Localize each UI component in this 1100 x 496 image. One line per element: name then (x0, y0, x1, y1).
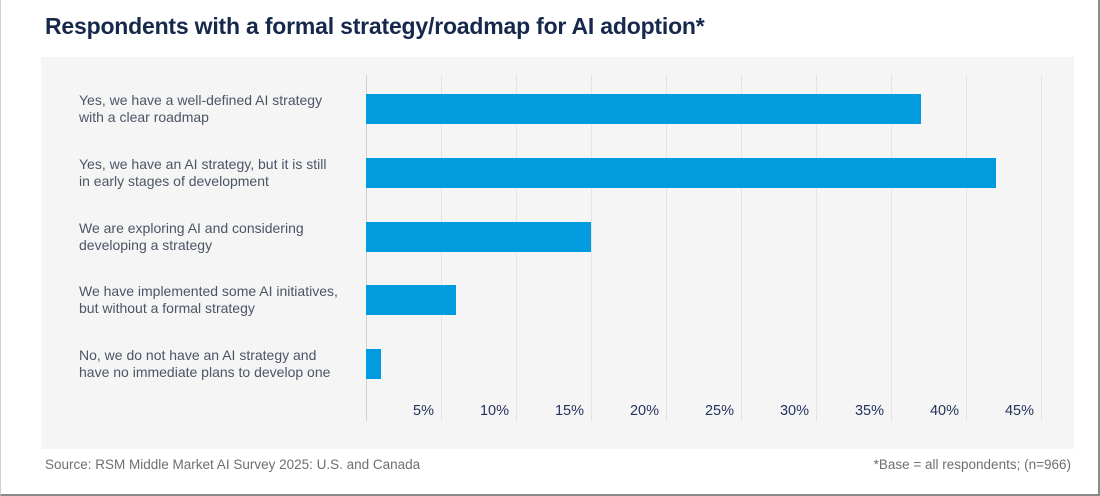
bar (366, 94, 921, 124)
x-tick-label: 35% (854, 403, 884, 419)
gridline (816, 75, 817, 421)
category-label: Yes, we have a well-defined AI strategy … (79, 92, 323, 125)
footer: Source: RSM Middle Market AI Survey 2025… (45, 457, 1071, 472)
bar (366, 158, 996, 188)
x-tick-label: 25% (704, 403, 734, 419)
x-tick-label: 30% (779, 403, 809, 419)
gridline (891, 75, 892, 421)
gridline (591, 75, 592, 421)
category-label: We are exploring AI and considering deve… (79, 220, 304, 253)
page-title: Respondents with a formal strategy/roadm… (45, 13, 705, 39)
gridline (1041, 75, 1042, 421)
gridline (741, 75, 742, 421)
bar (366, 349, 381, 379)
category-label: No, we do not have an AI strategy and ha… (79, 347, 331, 380)
bar-chart: Yes, we have a well-defined AI strategy … (41, 57, 1074, 449)
bar (366, 285, 456, 315)
x-tick-label: 15% (554, 403, 584, 419)
gridline (666, 75, 667, 421)
x-tick-label: 10% (479, 403, 509, 419)
category-label: We have implemented some AI initiatives,… (79, 283, 338, 316)
x-tick-label: 5% (413, 403, 434, 419)
source-note: Source: RSM Middle Market AI Survey 2025… (45, 457, 421, 472)
base-note: *Base = all respondents; (n=966) (873, 457, 1071, 472)
chart-panel: Yes, we have a well-defined AI strategy … (41, 57, 1074, 449)
bar (366, 222, 591, 252)
category-label: Yes, we have an AI strategy, but it is s… (79, 156, 327, 189)
x-tick-label: 20% (629, 403, 659, 419)
x-tick-label: 45% (1004, 403, 1034, 419)
x-tick-label: 40% (929, 403, 959, 419)
gridline (966, 75, 967, 421)
